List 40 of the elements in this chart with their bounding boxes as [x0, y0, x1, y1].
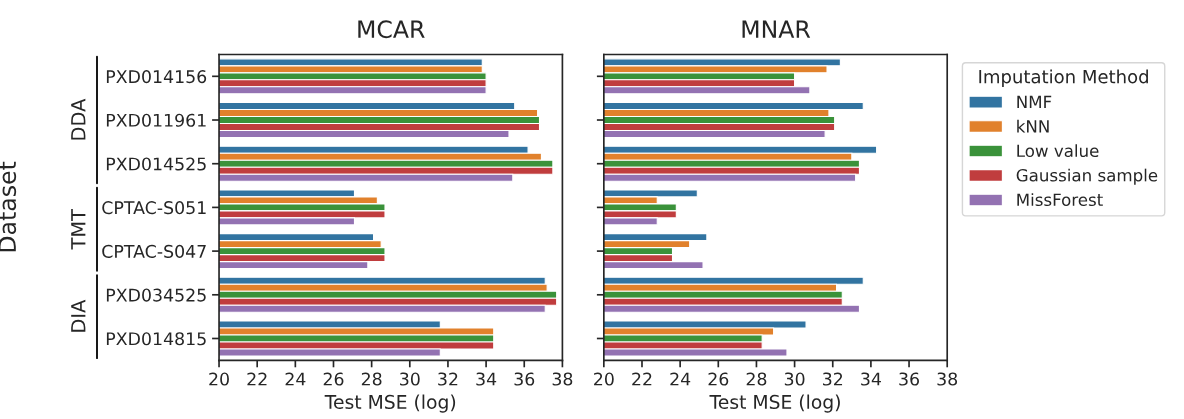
x-tick-label: 32 — [823, 372, 843, 386]
y-tick-label: CPTAC-S051 — [102, 201, 206, 215]
x-axis-title: Test MSE (log) — [324, 394, 456, 413]
text: DDA — [71, 98, 86, 140]
x-tick-label: 32 — [438, 372, 458, 386]
x-tick-label: 30 — [784, 372, 805, 386]
x-tick-label: 24 — [285, 372, 306, 386]
y-tick-label: PXD034525 — [106, 288, 206, 302]
x-tick-label: 36 — [514, 372, 535, 386]
x-tick-label: 34 — [476, 372, 497, 386]
x-tick-label: 28 — [746, 372, 767, 386]
x-tick-label: 22 — [632, 372, 652, 386]
y-tick-label: CPTAC-S047 — [102, 244, 206, 258]
legend-label: Low value — [1017, 144, 1099, 158]
legend-label: MissForest — [1017, 193, 1103, 207]
text: TMT — [71, 208, 86, 250]
text: DIA — [71, 299, 86, 332]
x-tick-label: 26 — [708, 372, 729, 386]
x-tick-label: 20 — [594, 372, 614, 386]
x-tick-label: 20 — [209, 372, 229, 386]
x-tick-label: 24 — [670, 372, 691, 386]
x-tick-label: 34 — [861, 372, 881, 386]
y-tick-label: PXD014156 — [106, 70, 207, 84]
x-tick-label: 26 — [323, 372, 344, 386]
chart-title: MNAR — [742, 20, 811, 38]
x-tick-label: 36 — [899, 372, 919, 386]
legend-label: NMF — [1017, 95, 1052, 108]
x-tick-label: 38 — [552, 372, 573, 386]
x-axis-title: Test MSE (log) — [709, 394, 840, 413]
y-tick-label: PXD014525 — [106, 157, 206, 171]
legend-title: Imputation Method — [979, 69, 1148, 87]
y-tick-label: PXD014815 — [106, 332, 206, 346]
x-tick-label: 30 — [400, 372, 420, 386]
x-tick-label: 22 — [247, 372, 267, 386]
chart-title: MCAR — [358, 20, 425, 39]
x-tick-label: 38 — [937, 372, 958, 386]
x-tick-label: 28 — [361, 372, 382, 386]
legend-label: Gaussian sample — [1016, 168, 1158, 185]
legend-label: kNN — [1017, 119, 1049, 133]
y-tick-label: PXD011961 — [106, 113, 206, 127]
